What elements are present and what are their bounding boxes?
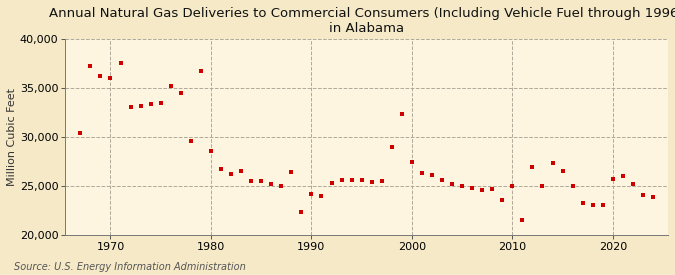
Point [206,149,217,154]
Point [125,105,136,110]
Point [647,195,658,200]
Point [336,178,347,182]
Point [225,172,236,176]
Point [447,182,458,186]
Point [507,183,518,188]
Point [437,178,448,182]
Point [608,177,618,181]
Point [517,218,528,222]
Point [577,201,588,205]
Point [628,182,639,186]
Point [236,169,246,173]
Point [416,171,427,175]
Point [266,182,277,186]
Point [326,181,337,185]
Point [547,161,558,165]
Point [396,112,407,116]
Text: Source: U.S. Energy Information Administration: Source: U.S. Energy Information Administ… [14,262,245,272]
Point [316,194,327,199]
Point [466,185,477,190]
Point [155,101,166,106]
Point [487,186,497,191]
Point [296,210,306,214]
Point [135,104,146,109]
Point [537,183,548,188]
Point [618,174,628,178]
Point [115,61,126,65]
Point [196,69,207,73]
Point [276,183,287,188]
Point [246,178,256,183]
Point [406,160,417,164]
Point [377,178,387,183]
Point [145,102,156,107]
Point [105,76,116,80]
Point [75,131,86,135]
Point [367,180,377,184]
Point [386,144,397,149]
Point [567,183,578,188]
Point [256,178,267,183]
Point [427,173,437,177]
Point [587,203,598,207]
Y-axis label: Million Cubic Feet: Million Cubic Feet [7,88,17,186]
Point [306,191,317,196]
Point [346,178,357,182]
Point [95,74,106,78]
Point [497,198,508,203]
Point [186,139,196,143]
Point [597,203,608,207]
Point [85,64,96,68]
Point [176,90,186,95]
Title: Annual Natural Gas Deliveries to Commercial Consumers (Including Vehicle Fuel th: Annual Natural Gas Deliveries to Commerc… [49,7,675,35]
Point [165,84,176,88]
Point [527,165,538,169]
Point [215,167,226,171]
Point [477,187,487,192]
Point [638,193,649,198]
Point [557,169,568,173]
Point [356,178,367,182]
Point [457,183,468,188]
Point [286,170,297,174]
